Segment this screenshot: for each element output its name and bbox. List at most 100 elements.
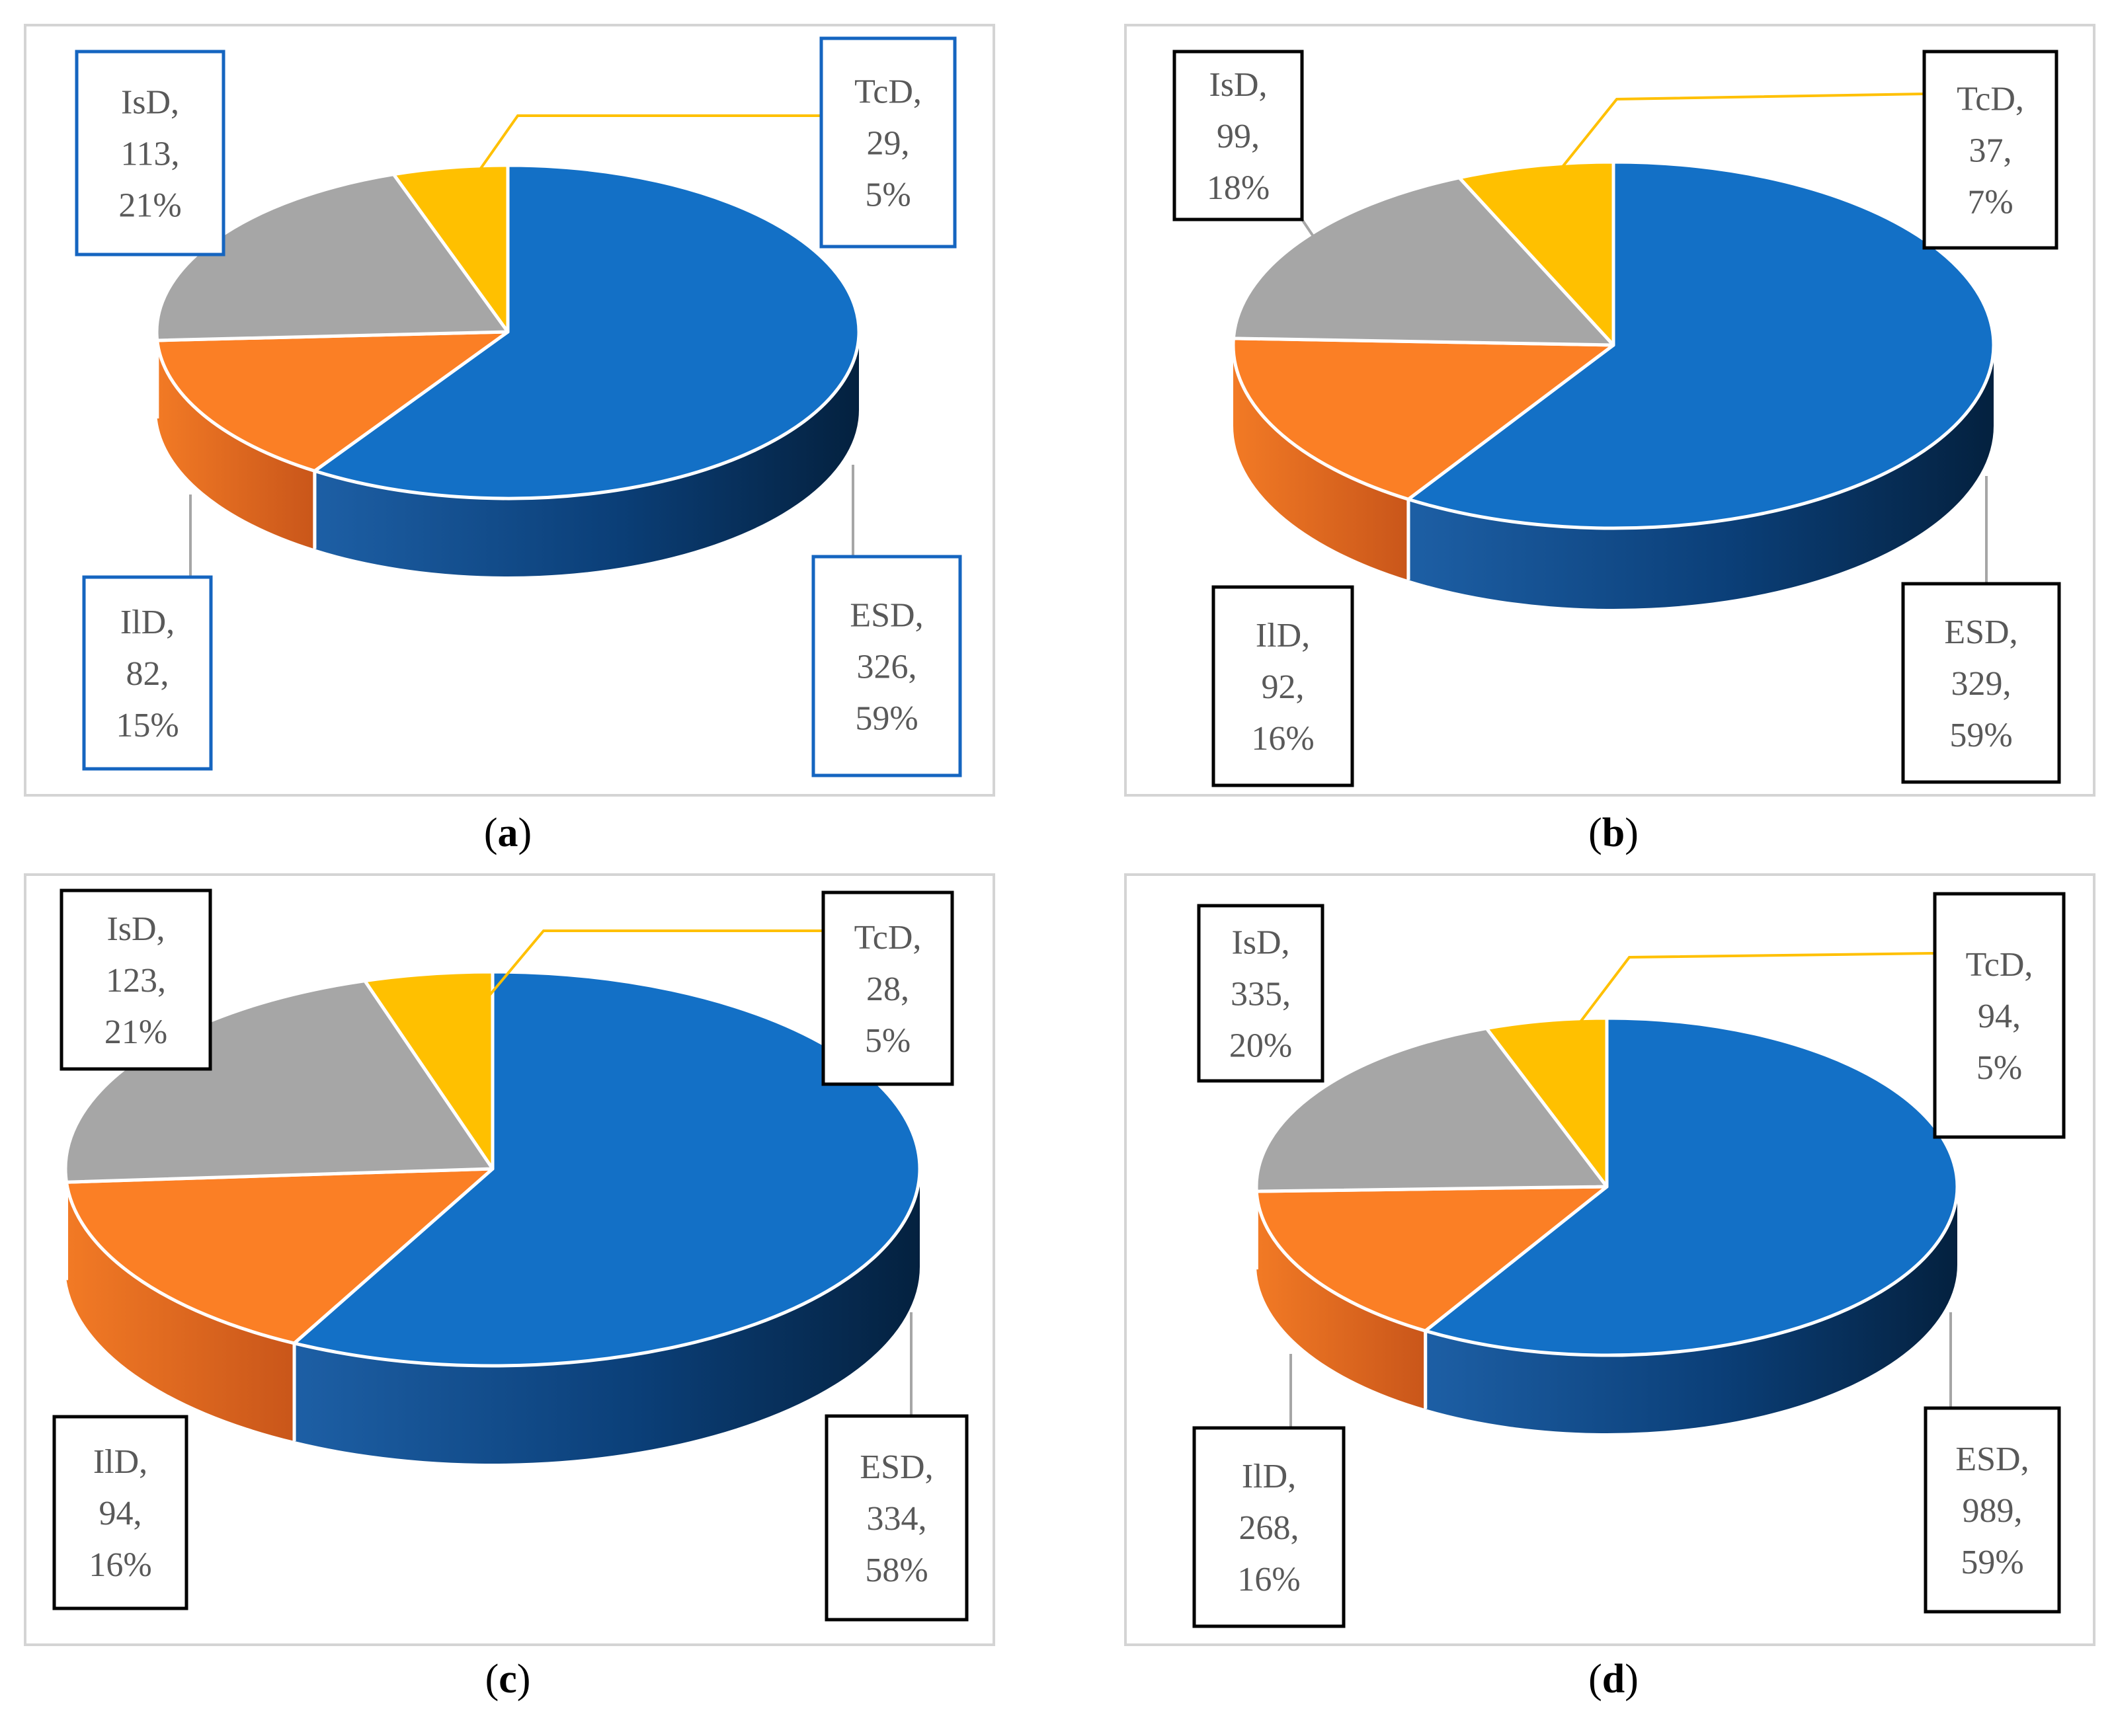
data-label-value: 99, [1217,118,1260,155]
pie-slice-ild [1254,1185,1609,1333]
data-label-percent: 16% [1237,1561,1300,1598]
pie-slice-ild [155,330,510,473]
data-label-percent: 21% [118,187,181,225]
chart-panel-a: ESD, 326, 59% IlD, 82, 15% IsD, 113, 21% TcD, 29, 5… [24,24,995,855]
data-label-esd: ESD, 334, 58% [825,1414,969,1622]
pie-side-esd [294,1169,920,1464]
data-label-isd: IsD, 99, 18% [1172,50,1304,221]
data-label-percent: 20% [1229,1027,1292,1065]
data-label-category: IlD, [120,604,175,641]
data-label-value: 329, [1951,665,2012,703]
data-label-category: IlD, [93,1443,147,1481]
data-label-category: IlD, [1242,1458,1296,1495]
data-label-box [1901,582,2061,784]
data-label-ild: IlD, 92, 16% [1211,585,1354,787]
data-label-box [825,1414,969,1622]
data-label-value: 123, [106,962,166,1000]
data-label-category: ESD, [1955,1440,2029,1478]
chart-panel-b: ESD, 329, 59% IlD, 92, 16% IsD, 99, 18% TcD, 37, 7%… [1124,24,2095,855]
data-label-percent: 5% [865,177,911,214]
pie-side-esd [314,332,859,576]
data-label-tcd: TcD, 94, 5% [1933,892,2066,1139]
data-label-tcd: TcD, 37, 7% [1922,50,2058,250]
data-label-category: ESD, [1944,613,2017,651]
data-label-isd: IsD, 335, 20% [1197,904,1324,1083]
leader-line-tcd [477,929,823,1009]
data-label-esd: ESD, 989, 59% [1924,1406,2061,1614]
data-label-value: 94, [1978,998,2021,1035]
pie-slice-esd [292,970,922,1368]
pie-slice-ild [64,1167,495,1345]
data-label-value: 326, [857,649,917,686]
data-label-tcd: TcD, 29, 5% [819,36,957,249]
chart-panel-c: ESD, 334, 58% IlD, 94, 16% IsD, 123, 21% TcD, 28, 5… [24,873,995,1702]
data-label-value: 334, [867,1500,927,1538]
pie-slice-isd [1231,176,1615,347]
data-label-box [1197,904,1324,1083]
data-label-box [811,555,962,777]
data-label-category: TcD, [1966,946,2033,984]
data-label-category: IlD, [1256,617,1310,654]
data-label-percent: 5% [865,1022,911,1060]
data-label-box [1211,585,1354,787]
data-label-percent: 7% [1967,184,2013,221]
data-label-category: TcD, [854,73,922,111]
pie-slice-tcd [1484,1016,1609,1189]
data-label-category: ESD, [860,1448,933,1486]
chart-panel-d: ESD, 989, 59% IlD, 268, 16% IsD, 335, 20% TcD, 94,… [1124,873,2095,1702]
leader-line-tcd [1529,93,1925,208]
data-label-value: 335, [1231,976,1291,1013]
data-label-box [1192,1426,1346,1628]
data-label-percent: 15% [116,707,179,744]
data-label-percent: 16% [89,1546,151,1584]
data-label-isd: IsD, 113, 21% [75,50,225,256]
data-label-value: 28, [866,970,909,1008]
data-label-box [819,36,957,249]
data-label-percent: 21% [104,1013,167,1051]
data-label-ild: IlD, 82, 15% [82,575,213,771]
data-label-percent: 5% [1976,1049,2022,1087]
data-label-value: 94, [99,1495,142,1532]
data-label-value: 268, [1239,1509,1299,1547]
pie-side-esd [1408,345,1994,609]
data-label-isd: IsD, 123, 21% [60,888,212,1071]
data-label-value: 113, [120,136,179,173]
data-label-box [1922,50,2058,250]
data-label-esd: ESD, 326, 59% [811,555,962,777]
data-label-category: ESD, [850,597,923,635]
pie-slice-esd [1406,160,1996,530]
pie-slice-tcd [1457,160,1615,347]
data-label-percent: 58% [865,1552,928,1589]
data-label-category: IsD, [1231,924,1289,962]
data-label-category: IsD, [1209,66,1267,104]
data-label-category: IsD, [106,910,165,948]
data-label-category: IsD, [121,84,179,122]
panel-caption: (d) [1588,1657,1639,1702]
data-label-esd: ESD, 329, 59% [1901,582,2061,784]
pie-side-ild [1256,1191,1426,1409]
data-label-category: TcD, [854,919,922,957]
data-label-percent: 59% [1949,717,2012,754]
data-label-value: 37, [1969,132,2012,170]
data-label-box [52,1415,188,1610]
data-label-box [821,890,954,1086]
panel-caption: (c) [485,1657,531,1702]
data-label-box [82,575,213,771]
data-label-value: 92, [1262,668,1305,706]
data-label-tcd: TcD, 28, 5% [821,890,954,1086]
data-label-box [75,50,225,256]
pie-slice-esd [313,163,861,500]
pie-slice-isd [1254,1026,1609,1193]
data-label-box [1933,892,2066,1139]
data-label-box [1924,1406,2061,1614]
panel-caption: (a) [484,810,532,855]
data-label-percent: 59% [855,700,918,738]
data-label-ild: IlD, 268, 16% [1192,1426,1346,1628]
data-label-category: TcD, [1957,81,2024,118]
leader-line-isd [1301,218,1330,261]
data-label-percent: 59% [1961,1544,2023,1581]
data-label-value: 82, [126,655,169,693]
leader-line-tcd [1562,952,1935,1046]
pie-side-ild [157,340,315,549]
